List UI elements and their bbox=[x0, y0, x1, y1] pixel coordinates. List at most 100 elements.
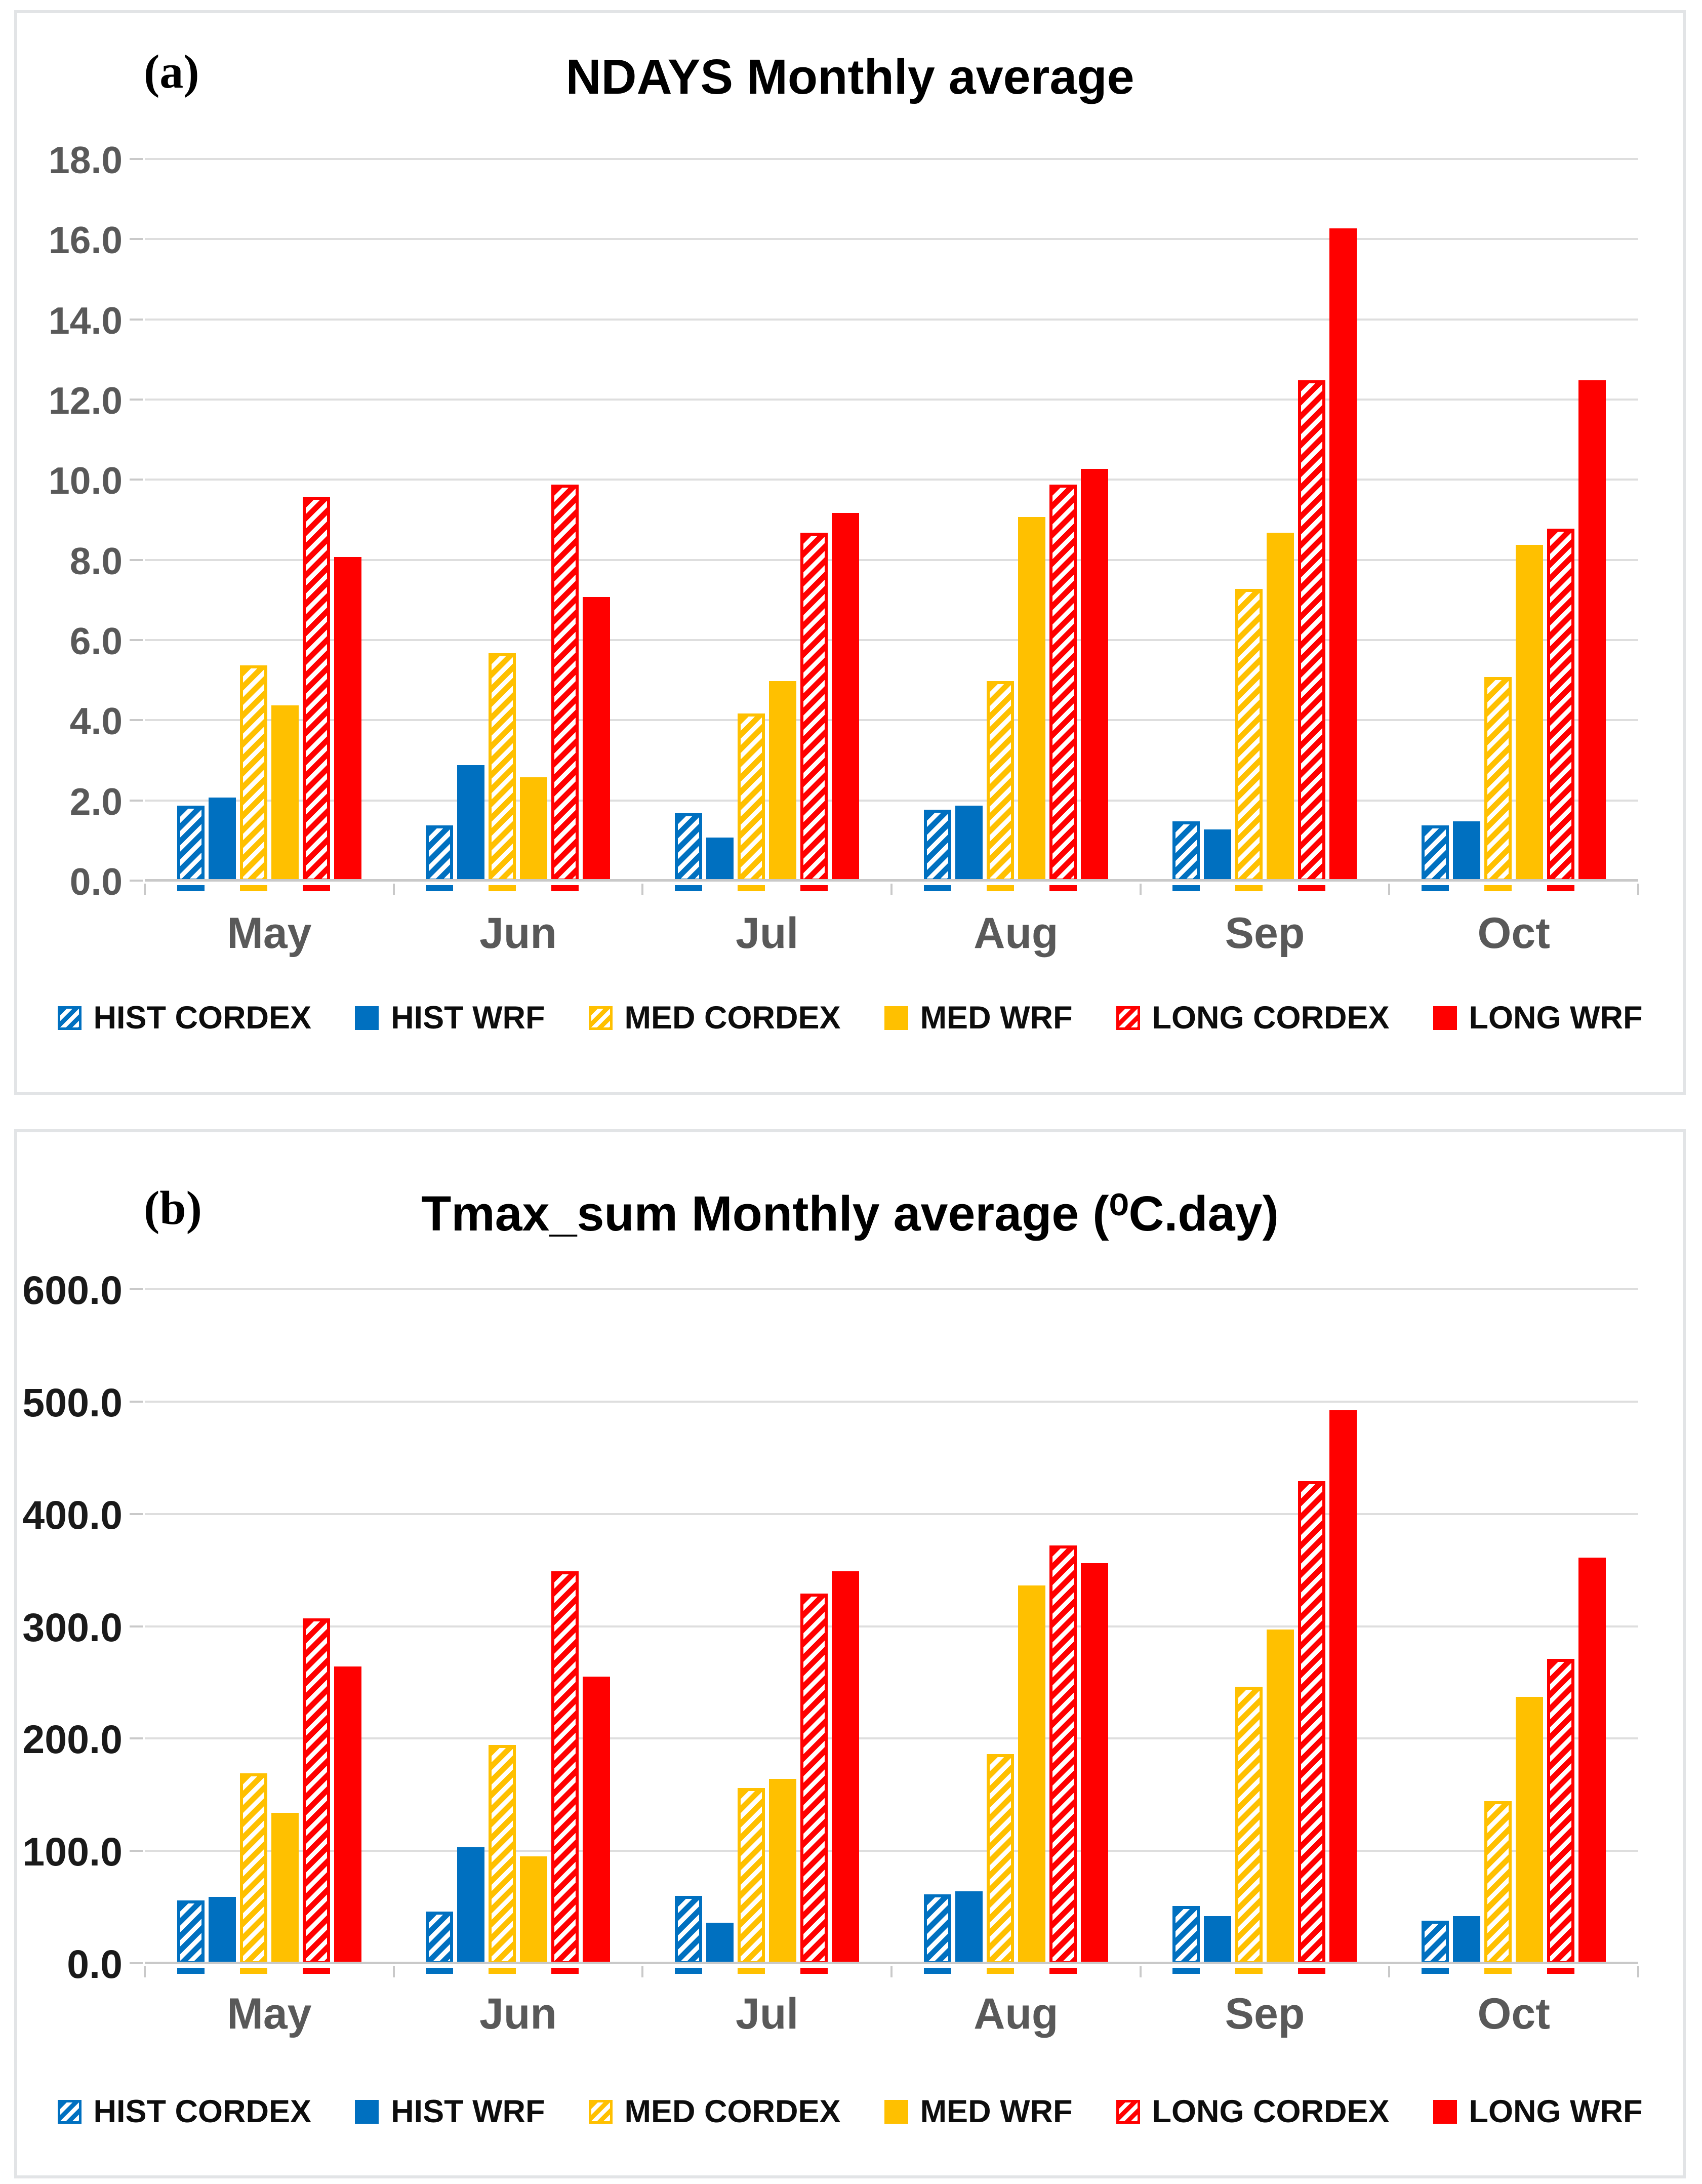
y-tick-label: 8.0 bbox=[69, 539, 123, 582]
bar-med-cordex-aug bbox=[986, 681, 1014, 891]
x-label-sep: Sep bbox=[1225, 1990, 1305, 2038]
bar-long-wrf-oct bbox=[1578, 1557, 1606, 1964]
bar-med-cordex-jun bbox=[489, 653, 516, 892]
gridline bbox=[145, 1737, 1638, 1740]
bar-long-wrf-oct bbox=[1578, 380, 1606, 882]
bar-med-wrf-sep bbox=[1267, 533, 1294, 882]
legend: HIST CORDEX HIST WRF MED CORDEX MED WRF LONG… bbox=[27, 2093, 1673, 2130]
bar-long-wrf-may bbox=[334, 1666, 361, 1964]
gridline bbox=[145, 238, 1638, 241]
bar-med-cordex-jul bbox=[738, 713, 765, 891]
legend-item-hist-wrf: HIST WRF bbox=[355, 1000, 545, 1036]
y-tick-mark bbox=[130, 1737, 143, 1740]
y-tick-mark bbox=[130, 719, 143, 722]
cluster-jun bbox=[426, 160, 611, 892]
bar-hist-cordex-sep bbox=[1172, 821, 1200, 891]
y-tick-label: 16.0 bbox=[49, 219, 123, 262]
legend-item-hist-wrf: HIST WRF bbox=[355, 2093, 545, 2130]
gridline bbox=[145, 799, 1638, 802]
cluster-oct bbox=[1422, 1290, 1606, 1974]
bar-med-cordex-sep bbox=[1235, 589, 1263, 891]
bar-hist-wrf-aug bbox=[955, 805, 983, 882]
bar-med-wrf-jun bbox=[520, 777, 548, 882]
x-label-jul: Jul bbox=[736, 1990, 799, 2038]
bar-long-wrf-jul bbox=[832, 512, 860, 882]
legend-swatch-med-cordex bbox=[588, 2099, 613, 2124]
gridline bbox=[145, 158, 1638, 160]
bar-clusters bbox=[145, 1290, 1638, 1974]
bar-hist-wrf-sep bbox=[1204, 829, 1232, 882]
gridline bbox=[145, 1625, 1638, 1627]
bar-med-wrf-oct bbox=[1516, 545, 1544, 882]
legend-item-long-wrf: LONG WRF bbox=[1433, 2093, 1642, 2130]
x-label-may: May bbox=[227, 909, 312, 958]
y-tick-mark bbox=[130, 559, 143, 561]
x-label-jun: Jun bbox=[479, 1990, 557, 2038]
bar-hist-wrf-oct bbox=[1453, 1916, 1481, 1964]
legend: HIST CORDEX HIST WRF MED CORDEX MED WRF LONG… bbox=[27, 1000, 1673, 1036]
bar-hist-wrf-aug bbox=[955, 1891, 983, 1964]
chart-title: Tmax_sum Monthly average (⁰C.day) bbox=[421, 1186, 1279, 1241]
bar-med-wrf-jul bbox=[769, 681, 797, 882]
legend-swatch-hist-wrf bbox=[355, 1006, 379, 1030]
y-tick-mark bbox=[130, 479, 143, 481]
y-tick-label: 0.0 bbox=[69, 860, 123, 903]
gridline bbox=[145, 719, 1638, 722]
x-label-oct: Oct bbox=[1477, 1990, 1550, 2038]
bar-hist-cordex-oct bbox=[1422, 825, 1449, 891]
gridline bbox=[145, 559, 1638, 561]
y-tick-mark bbox=[130, 1625, 143, 1627]
legend-label: MED CORDEX bbox=[624, 1000, 841, 1036]
bar-hist-cordex-jul bbox=[675, 1895, 703, 1974]
legend-item-hist-cordex: HIST CORDEX bbox=[57, 2093, 311, 2130]
bar-hist-cordex-jun bbox=[426, 1911, 454, 1974]
x-label-aug: Aug bbox=[974, 909, 1059, 958]
bar-med-cordex-may bbox=[239, 665, 267, 891]
cluster-oct bbox=[1422, 160, 1606, 891]
bar-long-cordex-aug bbox=[1049, 485, 1077, 891]
legend-swatch-med-wrf bbox=[884, 1006, 908, 1030]
bar-long-wrf-jun bbox=[583, 597, 611, 882]
legend-swatch-long-wrf bbox=[1433, 1006, 1457, 1030]
y-tick-mark bbox=[130, 318, 143, 321]
x-label-oct: Oct bbox=[1477, 909, 1550, 958]
legend-label: HIST CORDEX bbox=[93, 1000, 312, 1036]
x-tick-mark bbox=[1388, 884, 1391, 895]
bar-med-wrf-may bbox=[271, 1812, 299, 1964]
gridline bbox=[145, 1288, 1638, 1290]
cluster-may bbox=[177, 1290, 361, 1974]
bar-hist-cordex-aug bbox=[923, 1894, 951, 1974]
x-tick-mark bbox=[890, 884, 893, 895]
bar-hist-cordex-may bbox=[177, 805, 205, 892]
chart-panel-b: (b) Tmax_sum Monthly average (⁰C.day) Ma… bbox=[14, 1129, 1686, 2178]
x-label-aug: Aug bbox=[974, 1990, 1059, 2038]
legend-label: MED CORDEX bbox=[624, 2094, 841, 2129]
plot-area bbox=[130, 1288, 1639, 1977]
y-tick-label: 0.0 bbox=[67, 1941, 123, 1987]
x-tick-mark bbox=[1139, 1966, 1142, 1977]
y-tick-label: 600.0 bbox=[22, 1267, 123, 1313]
y-tick-label: 14.0 bbox=[49, 299, 123, 342]
cluster-aug bbox=[923, 1290, 1108, 1974]
y-tick-mark bbox=[130, 1400, 143, 1403]
y-tick-label: 400.0 bbox=[22, 1492, 123, 1537]
y-tick-mark bbox=[130, 799, 143, 802]
y-tick-label: 10.0 bbox=[49, 459, 123, 502]
x-tick-mark bbox=[392, 1966, 395, 1977]
gridline bbox=[145, 399, 1638, 401]
legend-item-hist-cordex: HIST CORDEX bbox=[57, 1000, 312, 1036]
x-tick-mark bbox=[392, 884, 395, 895]
gridline bbox=[145, 1400, 1638, 1403]
y-tick-label: 4.0 bbox=[69, 700, 123, 743]
legend-swatch-long-wrf bbox=[1433, 2099, 1457, 2124]
legend-item-med-wrf: MED WRF bbox=[884, 1000, 1073, 1036]
x-tick-mark bbox=[1139, 884, 1142, 895]
bar-long-cordex-sep bbox=[1298, 1481, 1326, 1974]
legend-swatch-med-wrf bbox=[884, 2099, 908, 2124]
bar-long-wrf-aug bbox=[1080, 468, 1108, 882]
x-tick-mark bbox=[1637, 1966, 1639, 1977]
x-tick-mark bbox=[1637, 884, 1639, 895]
bar-hist-cordex-aug bbox=[923, 809, 951, 891]
x-label-may: May bbox=[227, 1990, 312, 2038]
bar-long-cordex-may bbox=[302, 1618, 330, 1974]
